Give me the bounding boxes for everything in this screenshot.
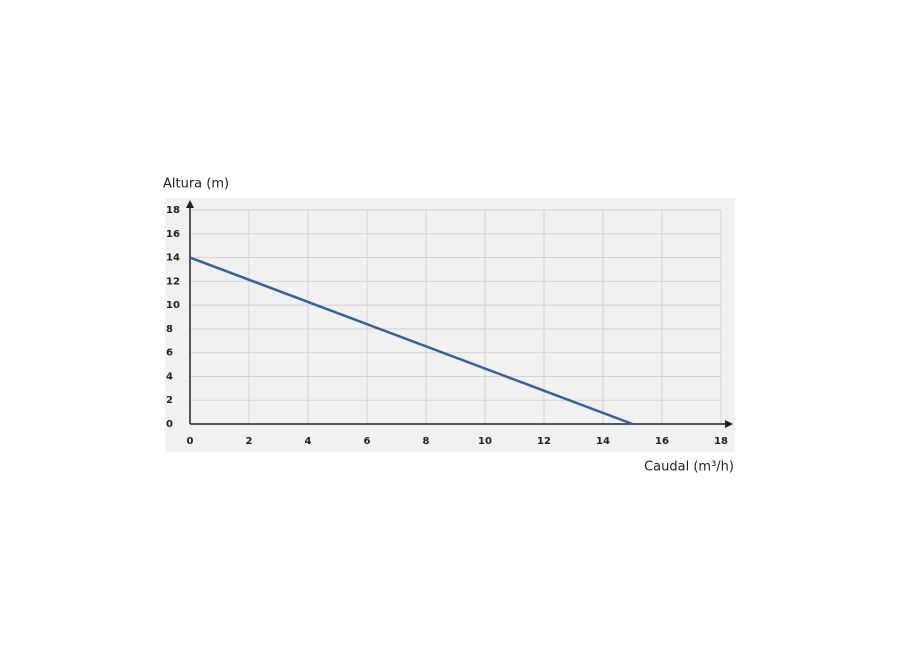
y-tick-label: 12 [166,276,180,287]
y-tick-label: 8 [166,324,173,335]
x-tick-label: 0 [187,436,194,447]
y-tick-label: 18 [166,205,180,216]
x-tick-label: 18 [714,436,728,447]
x-tick-label: 6 [364,436,371,447]
x-tick-label: 10 [478,436,492,447]
x-tick-label: 12 [537,436,551,447]
y-axis-title: Altura (m) [163,177,229,192]
y-tick-label: 10 [166,300,180,311]
x-tick-label: 16 [655,436,669,447]
plot-background [165,198,735,452]
y-tick-label: 2 [166,395,173,406]
y-tick-label: 4 [166,371,173,382]
x-tick-label: 4 [305,436,312,447]
y-tick-label: 0 [166,419,173,430]
data-line [189,256,633,426]
y-tick-label: 14 [166,253,180,264]
y-tick-label: 16 [166,229,180,240]
x-axis-title: Caudal (m³/h) [644,460,734,475]
x-tick-label: 2 [246,436,253,447]
x-axis-arrow [725,420,733,428]
y-tick-label: 6 [166,348,173,359]
x-tick-label: 14 [596,436,610,447]
x-tick-label: 8 [423,436,430,447]
y-axis-arrow [186,200,194,208]
